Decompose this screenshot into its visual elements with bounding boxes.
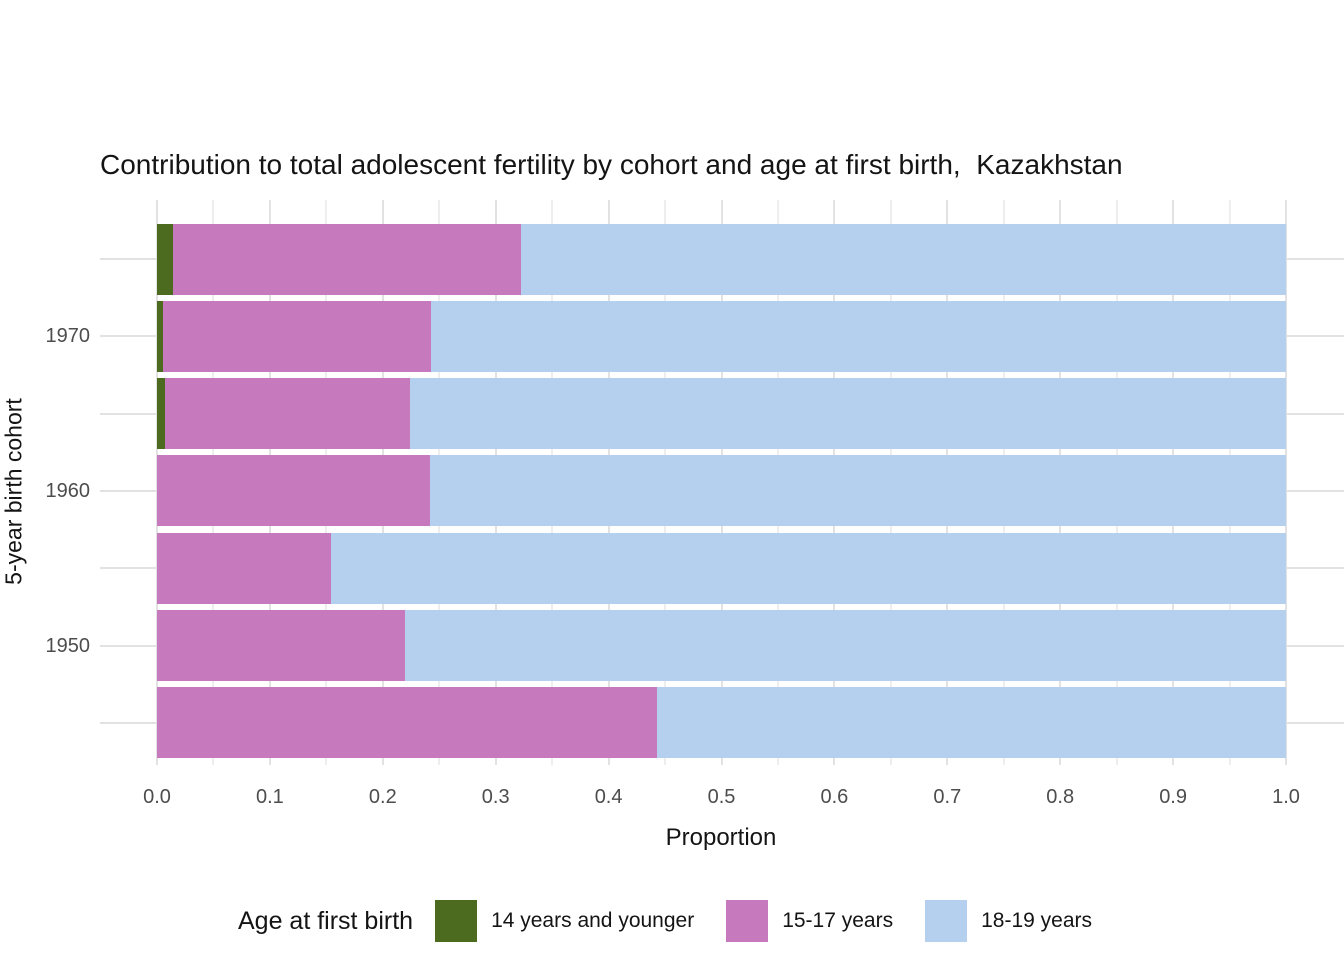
bar-segment [431,300,1286,372]
bar-segment [157,223,173,295]
bar-segment [520,223,1286,295]
legend-swatch [435,900,478,942]
legend-swatch [726,900,769,942]
bar-row-cohort-1955 [157,532,1286,604]
legend-item: 15-17 years [726,900,893,942]
x-tick-label: 0.2 [368,786,397,808]
bar-row-cohort-1975 [157,223,1286,295]
y-tick-label: 1970 [45,325,91,348]
bar-row-cohort-1960 [157,455,1286,527]
bar-segment [157,455,431,527]
x-tick-label: 0.4 [594,786,623,808]
bar-row-cohort-1965 [157,378,1286,450]
x-axis-title: Proportion [665,824,777,851]
chart-title: Contribution to total adolescent fertili… [100,149,1123,180]
x-tick-label: 0.8 [1046,786,1075,808]
bar-segment [405,610,1286,681]
bar-segment [430,455,1286,527]
y-tick-label: 1960 [45,479,91,502]
y-tick-label: 1950 [45,634,91,657]
x-tick-label: 1.0 [1272,786,1300,808]
bar-segment [157,687,658,759]
bar-segment [330,532,1286,604]
bar-segment [157,532,331,604]
x-major-gridline [1285,200,1287,765]
legend-title: Age at first birth [237,906,414,935]
bar-segment [172,223,521,295]
x-tick-label: 0.7 [933,786,962,808]
legend-label: 14 years and younger [491,909,695,932]
legend: Age at first birth 14 years and younger 1… [0,896,1344,946]
bar-segment [164,378,410,450]
bar-segment [162,300,432,372]
legend-label: 18-19 years [981,909,1093,932]
x-tick-label: 0.5 [707,786,736,808]
bar-row-cohort-1970 [157,300,1286,372]
legend-swatch [925,900,968,942]
x-tick-label: 0.0 [143,786,171,808]
plot-panel [100,200,1344,765]
legend-item: 18-19 years [925,900,1092,942]
x-tick-label: 0.9 [1159,786,1187,808]
x-tick-label: 0.1 [255,786,284,808]
x-tick-label: 0.3 [481,786,510,808]
legend-item: 14 years and younger [435,900,694,942]
bar-segment [157,378,165,450]
bar-row-cohort-1945 [157,687,1286,759]
bar-row-cohort-1950 [157,610,1286,681]
bar-segment [157,610,406,681]
bar-segment [409,378,1286,450]
bar-segment [657,687,1286,759]
x-tick-label: 0.6 [820,786,849,808]
bar-segment [157,300,163,372]
legend-label: 15-17 years [782,909,894,932]
